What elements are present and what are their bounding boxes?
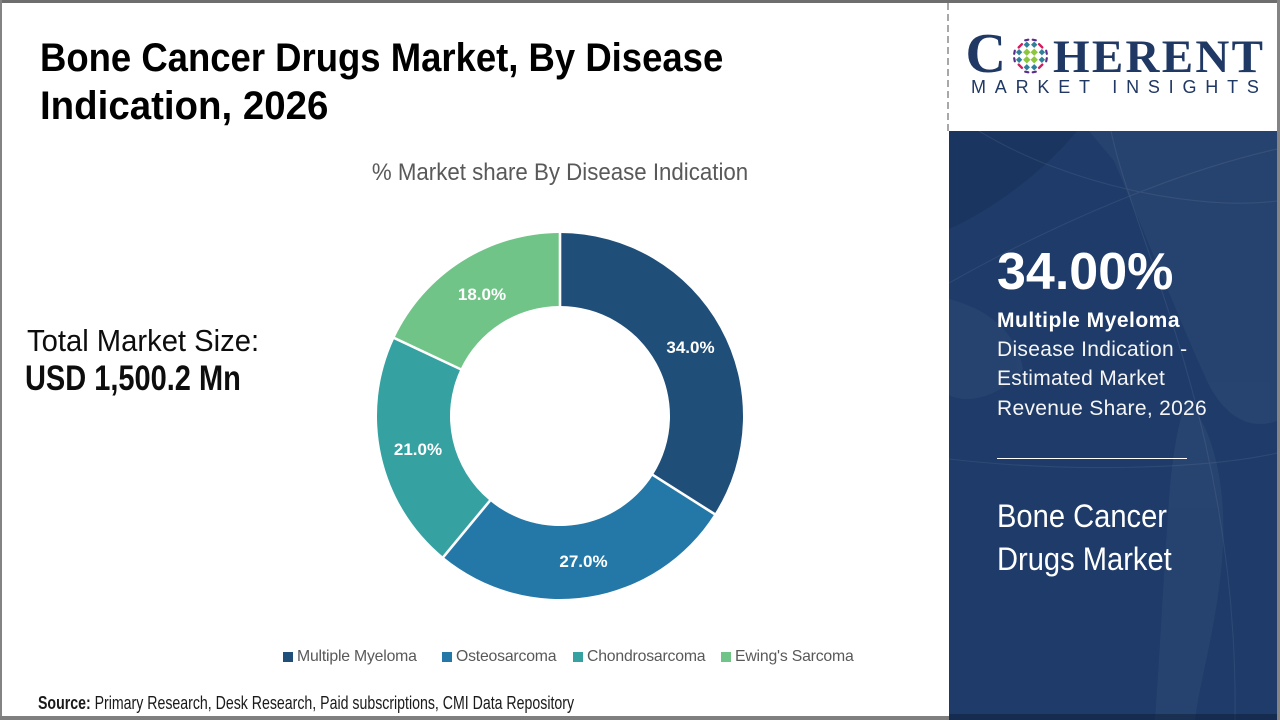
svg-text:MARKET INSIGHTS: MARKET INSIGHTS: [971, 77, 1268, 97]
svg-text:HERENT: HERENT: [1053, 31, 1265, 83]
svg-text:C: C: [966, 23, 1006, 85]
